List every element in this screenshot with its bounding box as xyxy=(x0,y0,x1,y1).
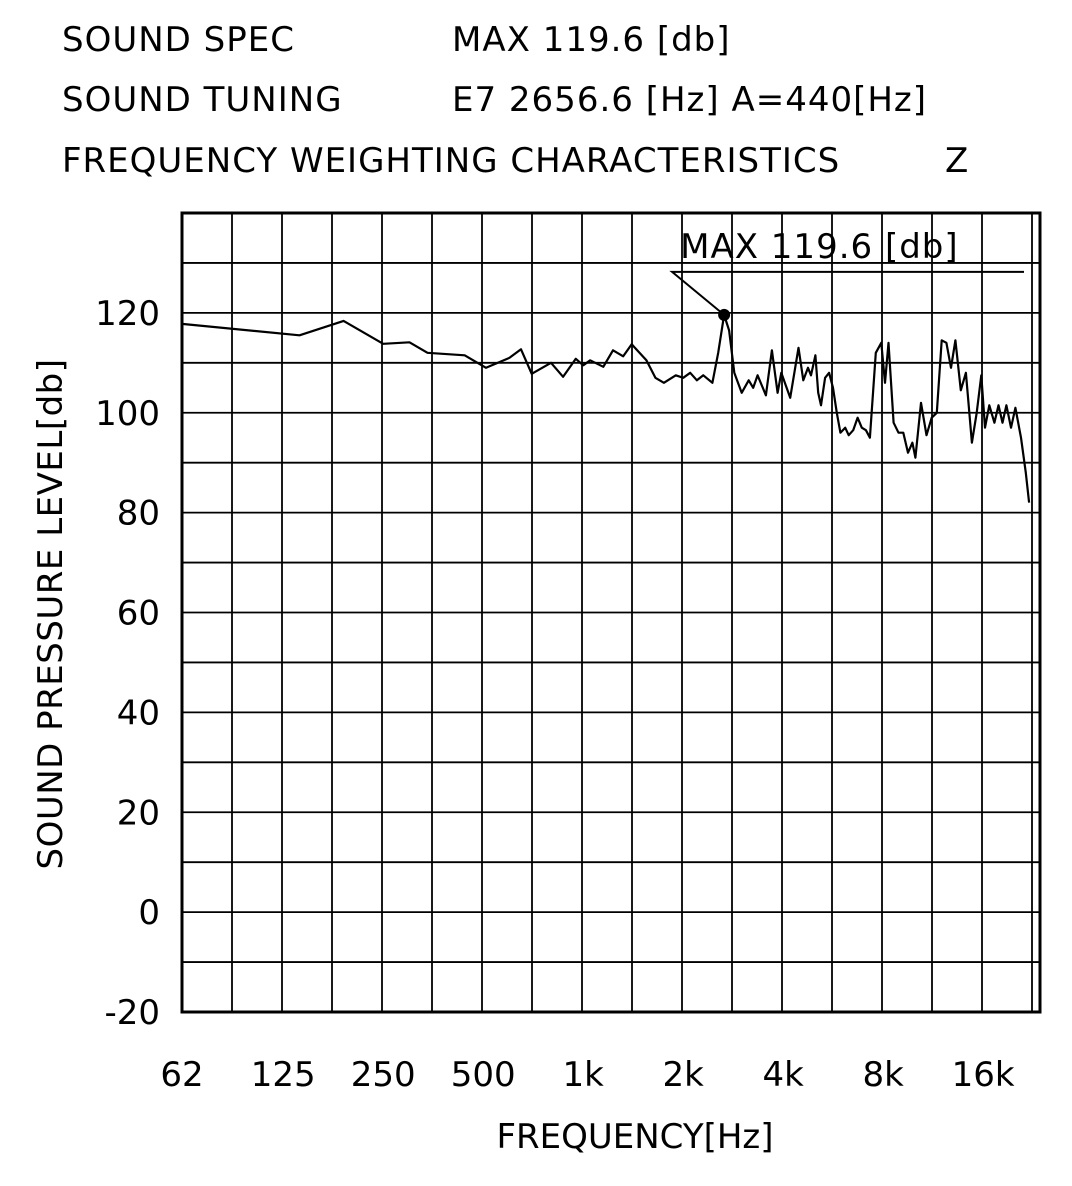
header-label-weighting: FREQUENCY WEIGHTING CHARACTERISTICS xyxy=(62,141,841,181)
x-tick-label: 62 xyxy=(160,1055,203,1095)
x-tick-label: 4k xyxy=(762,1055,804,1095)
y-tick-label: -20 xyxy=(104,993,160,1033)
y-axis-label: SOUND PRESSURE LEVEL[db] xyxy=(31,358,71,869)
header-value-sound-tuning: E7 2656.6 [Hz] A=440[Hz] xyxy=(452,80,928,120)
y-tick-label: 100 xyxy=(95,394,160,434)
x-tick-label: 500 xyxy=(451,1055,516,1095)
x-tick-label: 125 xyxy=(251,1055,316,1095)
grid-lines xyxy=(182,213,1040,1012)
max-point-marker xyxy=(718,308,731,321)
header-value-weighting: Z xyxy=(945,141,970,181)
annotation-label: MAX 119.6 [db] xyxy=(680,227,959,267)
header-label-sound-tuning: SOUND TUNING xyxy=(62,80,343,120)
series-line xyxy=(181,313,1031,503)
y-tick-label: 80 xyxy=(117,494,160,534)
y-tick-label: 40 xyxy=(117,693,160,733)
y-tick-label: 0 xyxy=(138,893,160,933)
x-tick-label: 2k xyxy=(662,1055,704,1095)
max-annotation: MAX 119.6 [db] xyxy=(669,227,1024,321)
y-tick-label: 20 xyxy=(117,793,160,833)
plot-frame xyxy=(180,211,1042,1014)
x-tick-label: 250 xyxy=(351,1055,416,1095)
y-tick-label: 60 xyxy=(117,594,160,634)
header-label-sound-spec: SOUND SPEC xyxy=(62,20,295,60)
x-axis-label: FREQUENCY[Hz] xyxy=(496,1117,773,1157)
y-tick-label: 120 xyxy=(95,294,160,334)
header-value-sound-spec: MAX 119.6 [db] xyxy=(452,20,731,60)
x-tick-label: 16k xyxy=(952,1055,1015,1095)
annotation-leader-line xyxy=(669,270,1024,316)
x-tick-labels: 62 125 250 500 1k 2k 4k 8k 16k xyxy=(160,1055,1015,1095)
x-tick-label: 1k xyxy=(562,1055,604,1095)
y-tick-labels: 120 100 80 60 40 20 0 -20 xyxy=(95,294,160,1033)
x-tick-label: 8k xyxy=(862,1055,904,1095)
